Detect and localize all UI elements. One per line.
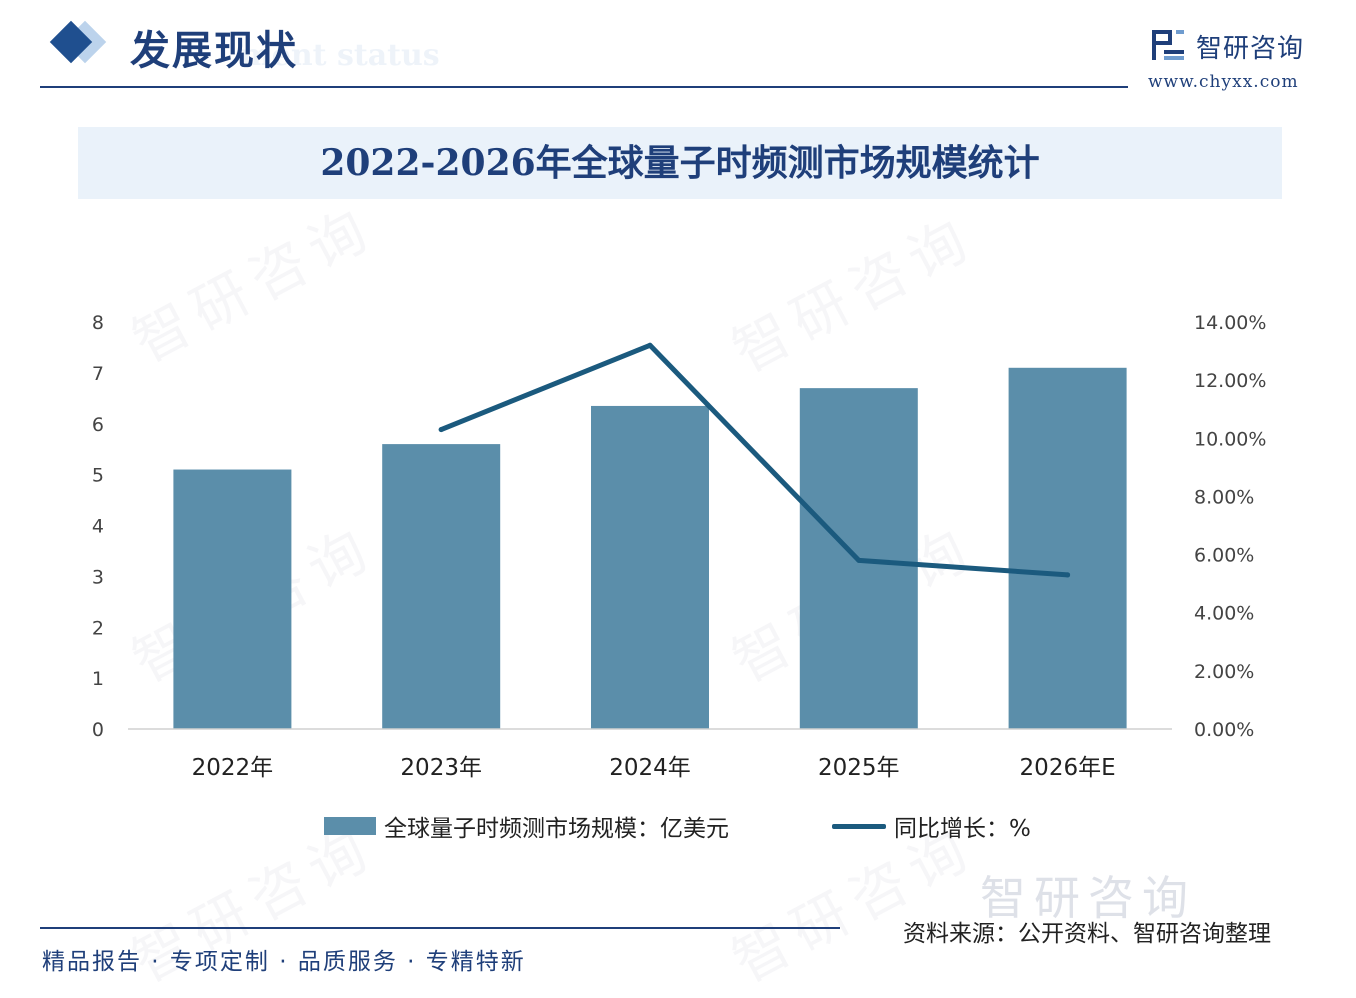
- left-axis-tick-label: 4: [92, 516, 104, 538]
- right-axis-tick-label: 6.00%: [1194, 545, 1254, 567]
- left-axis-tick-label: 8: [92, 312, 104, 334]
- right-axis-tick-label: 12.00%: [1194, 370, 1266, 392]
- brand-url: www.chyxx.com: [1148, 72, 1299, 92]
- left-axis-tick-label: 0: [92, 719, 104, 741]
- header: ment status 发展现状 智研咨询 www.chyxx.com: [0, 0, 1356, 100]
- right-axis: 0.00% 2.00% 4.00% 6.00% 8.00% 10.00% 12.00% 14.…: [1194, 312, 1266, 741]
- bar: [173, 469, 292, 729]
- chart-title: 2022-2026年全球量子时频测市场规模统计: [320, 142, 1040, 184]
- left-axis-tick-label: 5: [92, 465, 104, 487]
- x-axis-labels: 2022年 2023年 2024年 2025年 2026年E: [192, 755, 1116, 781]
- bar: [591, 405, 709, 729]
- left-axis-tick-label: 6: [92, 414, 104, 436]
- x-axis-tick-label: 2026年E: [1020, 755, 1116, 781]
- legend-item-line: 同比增长：%: [832, 808, 1031, 844]
- right-axis-tick-label: 10.00%: [1194, 428, 1266, 450]
- left-axis-tick-label: 7: [92, 363, 104, 385]
- line-series: [438, 342, 1071, 578]
- line-point: [1065, 572, 1071, 578]
- left-axis-tick-label: 3: [92, 566, 104, 588]
- brand-logo-icon: [1152, 30, 1184, 60]
- x-axis-tick-label: 2025年: [818, 755, 900, 781]
- right-axis-tick-label: 2.00%: [1194, 661, 1254, 683]
- legend-label-line: 同比增长：%: [894, 816, 1031, 842]
- brand-name: 智研咨询: [1196, 34, 1305, 64]
- legend-bar-swatch: [324, 817, 376, 835]
- bar: [1008, 367, 1127, 729]
- bar: [382, 444, 501, 729]
- section-title: 发展现状: [130, 27, 298, 74]
- footer-watermark: 智研咨询: [980, 871, 1196, 925]
- left-axis-tick-label: 2: [92, 617, 104, 639]
- legend-line-swatch: [832, 823, 886, 829]
- right-axis-tick-label: 0.00%: [1194, 719, 1254, 741]
- header-divider: [40, 86, 1128, 88]
- x-axis-tick-label: 2023年: [400, 755, 482, 781]
- x-axis-tick-label: 2022年: [192, 755, 274, 781]
- section-subtitle: ment status: [240, 38, 440, 73]
- data-source: 资料来源：公开资料、智研咨询整理: [903, 921, 1271, 947]
- right-axis-tick-label: 14.00%: [1194, 312, 1266, 334]
- chart-title-band: 2022-2026年全球量子时频测市场规模统计: [78, 127, 1282, 199]
- right-axis-tick-label: 8.00%: [1194, 486, 1254, 508]
- left-axis: 0 1 2 3 4 5 6 7 8: [92, 312, 104, 741]
- bar-series: [173, 367, 1127, 729]
- line-point: [438, 427, 444, 433]
- legend-label-bar: 全球量子时频测市场规模：亿美元: [384, 816, 729, 842]
- footer-slogan: 精品报告 · 专项定制 · 品质服务 · 专精特新: [42, 949, 526, 975]
- x-axis-tick-label: 2024年: [609, 755, 691, 781]
- left-axis-tick-label: 1: [92, 668, 104, 690]
- growth-line: [438, 342, 1071, 578]
- line-point: [856, 557, 862, 563]
- line-point: [647, 342, 653, 348]
- right-axis-tick-label: 4.00%: [1194, 603, 1254, 625]
- legend-item-bar: 全球量子时频测市场规模：亿美元: [324, 808, 729, 844]
- footer-divider: [40, 927, 840, 929]
